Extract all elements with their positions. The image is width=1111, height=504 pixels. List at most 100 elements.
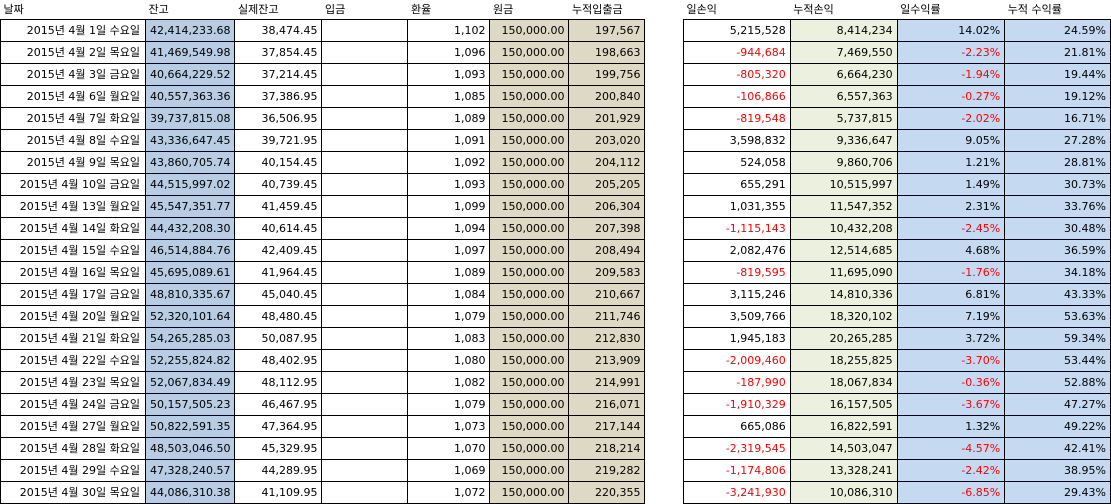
cumulative-profit-cell[interactable]: 10,432,208 bbox=[789, 217, 898, 240]
header-exchange-rate[interactable]: 환율 bbox=[410, 3, 432, 16]
principal-cell[interactable]: 150,000.00 bbox=[489, 437, 570, 460]
deposit-cell[interactable] bbox=[321, 261, 409, 284]
daily-return-cell[interactable]: -2.02% bbox=[896, 107, 1006, 130]
balance-cell[interactable]: 52,255,824.82 bbox=[144, 349, 236, 372]
cumulative-deposit-cell[interactable]: 207,398 bbox=[568, 217, 646, 240]
principal-cell[interactable]: 150,000.00 bbox=[489, 129, 570, 152]
cumulative-return-cell[interactable]: 47.27% bbox=[1004, 393, 1111, 416]
balance-cell[interactable]: 39,737,815.08 bbox=[144, 107, 236, 130]
cumulative-deposit-cell[interactable]: 219,282 bbox=[568, 459, 646, 482]
cumulative-deposit-cell[interactable]: 216,071 bbox=[568, 393, 646, 416]
cumulative-deposit-cell[interactable]: 199,756 bbox=[568, 63, 646, 86]
daily-return-cell[interactable]: 1.32% bbox=[896, 415, 1006, 438]
deposit-cell[interactable] bbox=[321, 151, 409, 174]
exchange-rate-cell[interactable]: 1,085 bbox=[407, 85, 491, 108]
exchange-rate-cell[interactable]: 1,093 bbox=[407, 173, 491, 196]
actual-balance-cell[interactable]: 45,329.95 bbox=[234, 437, 323, 460]
principal-cell[interactable]: 150,000.00 bbox=[489, 63, 570, 86]
cumulative-deposit-cell[interactable]: 206,304 bbox=[568, 195, 646, 218]
date-cell[interactable]: 2015년 4월 13일 월요일 bbox=[0, 195, 146, 218]
principal-cell[interactable]: 150,000.00 bbox=[489, 41, 570, 64]
cumulative-return-cell[interactable]: 28.81% bbox=[1004, 151, 1111, 174]
actual-balance-cell[interactable]: 48,112.95 bbox=[234, 371, 323, 394]
cumulative-deposit-cell[interactable]: 204,112 bbox=[568, 151, 646, 174]
principal-cell[interactable]: 150,000.00 bbox=[489, 173, 570, 196]
principal-cell[interactable]: 150,000.00 bbox=[489, 195, 570, 218]
deposit-cell[interactable] bbox=[321, 129, 409, 152]
daily-profit-cell[interactable]: -1,910,329 bbox=[683, 393, 791, 416]
actual-balance-cell[interactable]: 37,214.45 bbox=[234, 63, 323, 86]
date-cell[interactable]: 2015년 4월 16일 목요일 bbox=[0, 261, 146, 284]
principal-cell[interactable]: 150,000.00 bbox=[489, 371, 570, 394]
cumulative-return-cell[interactable]: 59.34% bbox=[1004, 327, 1111, 350]
date-cell[interactable]: 2015년 4월 20일 월요일 bbox=[0, 305, 146, 328]
daily-return-cell[interactable]: 1.21% bbox=[896, 151, 1006, 174]
cumulative-profit-cell[interactable]: 14,810,336 bbox=[789, 283, 898, 306]
date-cell[interactable]: 2015년 4월 17일 금요일 bbox=[0, 283, 146, 306]
daily-profit-cell[interactable]: 3,598,832 bbox=[683, 129, 791, 152]
daily-return-cell[interactable]: -2.45% bbox=[896, 217, 1006, 240]
header-principal[interactable]: 원금 bbox=[492, 3, 514, 16]
exchange-rate-cell[interactable]: 1,099 bbox=[407, 195, 491, 218]
balance-cell[interactable]: 50,822,591.35 bbox=[144, 415, 236, 438]
cumulative-profit-cell[interactable]: 9,336,647 bbox=[789, 129, 898, 152]
date-cell[interactable]: 2015년 4월 15일 수요일 bbox=[0, 239, 146, 262]
cumulative-deposit-cell[interactable]: 208,494 bbox=[568, 239, 646, 262]
deposit-cell[interactable] bbox=[321, 437, 409, 460]
daily-profit-cell[interactable]: 665,086 bbox=[683, 415, 791, 438]
date-cell[interactable]: 2015년 4월 30일 목요일 bbox=[0, 481, 146, 504]
date-cell[interactable]: 2015년 4월 8일 수요일 bbox=[0, 129, 146, 152]
deposit-cell[interactable] bbox=[321, 283, 409, 306]
deposit-cell[interactable] bbox=[321, 393, 409, 416]
cumulative-profit-cell[interactable]: 7,469,550 bbox=[789, 41, 898, 64]
date-cell[interactable]: 2015년 4월 28일 화요일 bbox=[0, 437, 146, 460]
balance-cell[interactable]: 44,515,997.02 bbox=[144, 173, 236, 196]
cumulative-deposit-cell[interactable]: 205,205 bbox=[568, 173, 646, 196]
daily-profit-cell[interactable]: 2,082,476 bbox=[683, 239, 791, 262]
daily-profit-cell[interactable]: 1,945,183 bbox=[683, 327, 791, 350]
actual-balance-cell[interactable]: 45,040.45 bbox=[234, 283, 323, 306]
date-cell[interactable]: 2015년 4월 9일 목요일 bbox=[0, 151, 146, 174]
cumulative-profit-cell[interactable]: 9,860,706 bbox=[789, 151, 898, 174]
actual-balance-cell[interactable]: 42,409.45 bbox=[234, 239, 323, 262]
daily-return-cell[interactable]: 1.49% bbox=[896, 173, 1006, 196]
cumulative-deposit-cell[interactable]: 203,020 bbox=[568, 129, 646, 152]
deposit-cell[interactable] bbox=[321, 173, 409, 196]
deposit-cell[interactable] bbox=[321, 459, 409, 482]
exchange-rate-cell[interactable]: 1,091 bbox=[407, 129, 491, 152]
cumulative-return-cell[interactable]: 43.33% bbox=[1004, 283, 1111, 306]
daily-return-cell[interactable]: 6.81% bbox=[896, 283, 1006, 306]
balance-cell[interactable]: 44,086,310.38 bbox=[144, 481, 236, 504]
cumulative-return-cell[interactable]: 19.44% bbox=[1004, 63, 1111, 86]
actual-balance-cell[interactable]: 37,854.45 bbox=[234, 41, 323, 64]
date-cell[interactable]: 2015년 4월 3일 금요일 bbox=[0, 63, 146, 86]
exchange-rate-cell[interactable]: 1,079 bbox=[407, 393, 491, 416]
balance-cell[interactable]: 41,469,549.98 bbox=[144, 41, 236, 64]
daily-profit-cell[interactable]: 5,215,528 bbox=[683, 19, 791, 42]
header-cumulative-profit[interactable]: 누적손익 bbox=[793, 3, 834, 16]
daily-profit-cell[interactable]: 3,509,766 bbox=[683, 305, 791, 328]
principal-cell[interactable]: 150,000.00 bbox=[489, 261, 570, 284]
daily-profit-cell[interactable]: 655,291 bbox=[683, 173, 791, 196]
cumulative-deposit-cell[interactable]: 213,909 bbox=[568, 349, 646, 372]
cumulative-profit-cell[interactable]: 18,255,825 bbox=[789, 349, 898, 372]
daily-return-cell[interactable]: -1.94% bbox=[896, 63, 1006, 86]
daily-profit-cell[interactable]: 524,058 bbox=[683, 151, 791, 174]
daily-return-cell[interactable]: -4.57% bbox=[896, 437, 1006, 460]
cumulative-deposit-cell[interactable]: 201,929 bbox=[568, 107, 646, 130]
cumulative-profit-cell[interactable]: 10,086,310 bbox=[789, 481, 898, 504]
daily-return-cell[interactable]: 9.05% bbox=[896, 129, 1006, 152]
cumulative-profit-cell[interactable]: 18,320,102 bbox=[789, 305, 898, 328]
date-cell[interactable]: 2015년 4월 21일 화요일 bbox=[0, 327, 146, 350]
actual-balance-cell[interactable]: 40,154.45 bbox=[234, 151, 323, 174]
exchange-rate-cell[interactable]: 1,070 bbox=[407, 437, 491, 460]
deposit-cell[interactable] bbox=[321, 19, 409, 42]
cumulative-deposit-cell[interactable]: 217,144 bbox=[568, 415, 646, 438]
daily-profit-cell[interactable]: 3,115,246 bbox=[683, 283, 791, 306]
cumulative-deposit-cell[interactable]: 218,214 bbox=[568, 437, 646, 460]
actual-balance-cell[interactable]: 50,087.95 bbox=[234, 327, 323, 350]
daily-profit-cell[interactable]: -944,684 bbox=[683, 41, 791, 64]
daily-profit-cell[interactable]: -1,115,143 bbox=[683, 217, 791, 240]
daily-profit-cell[interactable]: 1,031,355 bbox=[683, 195, 791, 218]
cumulative-return-cell[interactable]: 29.43% bbox=[1004, 481, 1111, 504]
